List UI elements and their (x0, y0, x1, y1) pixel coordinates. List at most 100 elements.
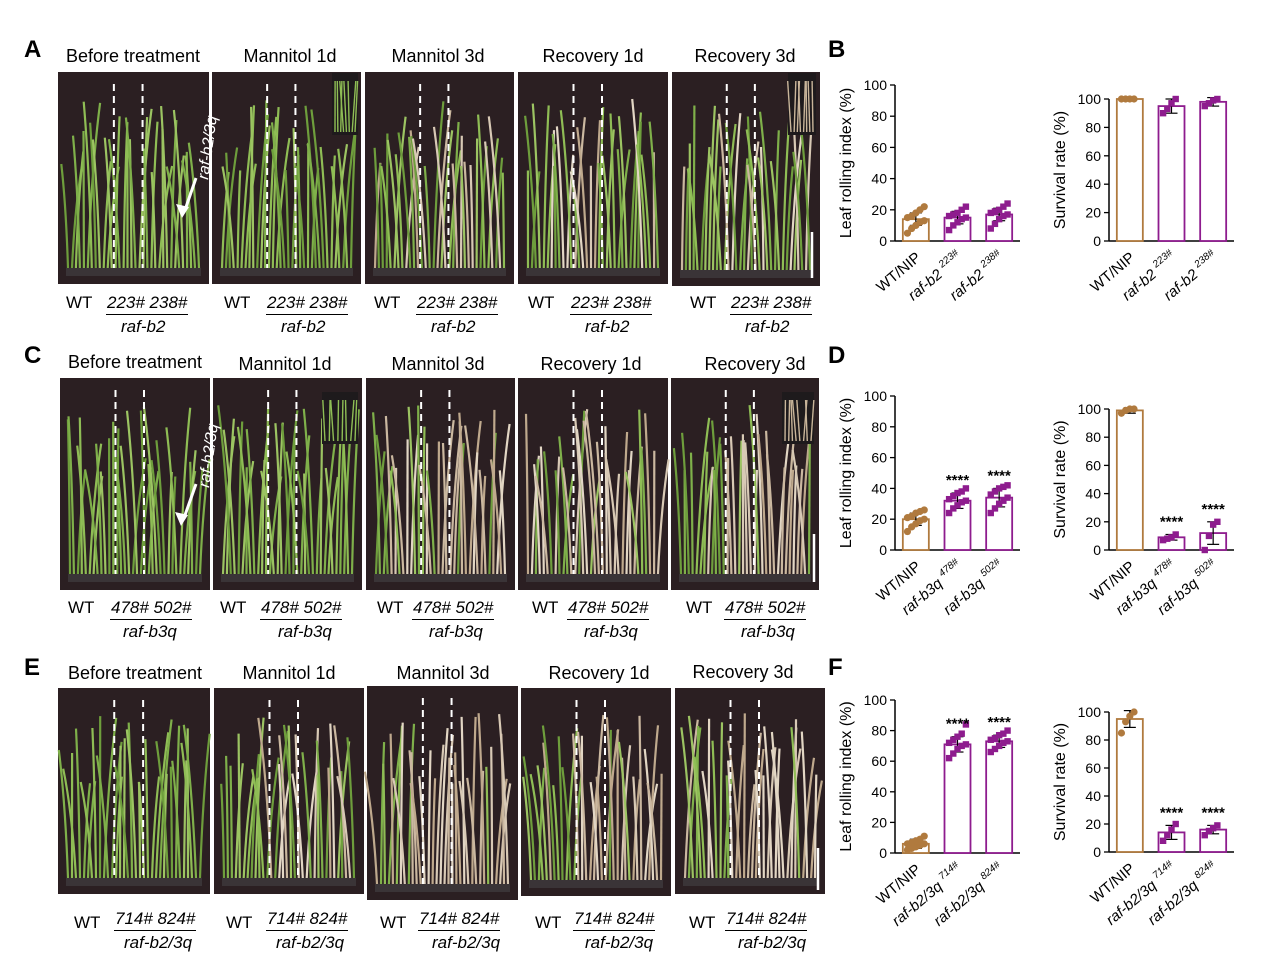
leaf (542, 742, 552, 881)
leaf (522, 756, 536, 881)
leaf (263, 100, 268, 269)
genotype-name: raf-b2/3q (276, 933, 345, 952)
y-tick-label: 40 (1085, 176, 1101, 192)
leaf (617, 741, 631, 881)
data-point (962, 485, 970, 492)
data-point (945, 495, 953, 503)
leaf (150, 459, 162, 575)
significance-label: **** (987, 714, 1011, 731)
inset-leaf (343, 80, 348, 133)
leaf (754, 769, 761, 879)
data-point (962, 721, 970, 728)
panel-label-d: D (828, 342, 846, 369)
title-e-recovery-3d: Recovery 3d (692, 662, 794, 682)
leaf (643, 748, 655, 881)
photo-a-recovery-1d (518, 72, 668, 284)
arrow-shaft (182, 483, 198, 519)
y-tick-label: 20 (871, 511, 887, 527)
leaf (160, 106, 169, 269)
data-point (1004, 200, 1011, 207)
leaf (397, 132, 412, 269)
data-point (1122, 718, 1130, 726)
photo-plants (524, 390, 670, 582)
category-superscript: 478# (1151, 556, 1175, 579)
data-point (950, 222, 957, 229)
leaf (624, 471, 640, 575)
leaf (472, 452, 479, 575)
leaf (439, 728, 449, 885)
leaf (155, 440, 166, 575)
leaf (616, 149, 624, 269)
leaf (589, 478, 601, 575)
genotype-annotation: raf-b2/3q (195, 115, 221, 181)
title-e-mannitol-3d: Mannitol 3d (396, 663, 490, 683)
inset-leaf (791, 399, 797, 442)
leaf (648, 121, 660, 269)
leaf (796, 468, 804, 575)
pot-tray (526, 574, 660, 582)
pot-tray (680, 270, 812, 278)
leaf (363, 771, 379, 885)
data-point (1004, 482, 1011, 489)
leaf (758, 111, 773, 271)
leaf (454, 752, 458, 885)
leaf (735, 744, 745, 879)
leaf (278, 735, 289, 879)
title-a-recovery-3d: Recovery 3d (694, 46, 796, 66)
y-tick-label: 80 (1085, 732, 1101, 748)
leaf (392, 777, 406, 885)
data-point (954, 219, 961, 226)
y-tick-label: 80 (871, 419, 887, 435)
title-e-mannitol-1d: Mannitol 1d (242, 663, 336, 683)
leaf (315, 740, 324, 879)
panel-label-f: F (828, 654, 843, 681)
inset-leaf (804, 399, 808, 442)
leaf (640, 154, 652, 269)
data-point (1159, 110, 1167, 117)
panel-label-b: B (828, 36, 846, 63)
leaf (107, 139, 121, 269)
leaf (116, 476, 127, 575)
y-axis-label: Survival rate (%) (1052, 111, 1069, 229)
leaf (142, 406, 158, 575)
data-point (1201, 832, 1208, 839)
leaf (529, 773, 544, 881)
leaf (559, 110, 573, 269)
wt-label: WT (532, 598, 559, 617)
y-tick-label: 20 (871, 202, 887, 218)
leaf (640, 447, 648, 575)
data-point (1214, 95, 1221, 103)
leaf (468, 420, 482, 575)
leaf (342, 128, 357, 269)
data-point (954, 489, 961, 497)
data-point (1205, 532, 1213, 540)
line-ids: 714# 824# (725, 909, 808, 931)
leaf (524, 413, 530, 575)
leaf (113, 765, 130, 879)
leaf (533, 464, 541, 575)
leaf (770, 731, 781, 879)
line-ids: 223# 238# (416, 293, 499, 315)
significance-label: **** (946, 472, 970, 489)
data-point (920, 506, 928, 514)
y-tick-label: 100 (1078, 704, 1102, 720)
wt-label: WT (224, 293, 251, 312)
title-a-mannitol-1d: Mannitol 1d (243, 46, 337, 66)
y-tick-label: 100 (864, 77, 888, 93)
data-point (987, 509, 994, 517)
leaf (644, 413, 652, 575)
y-tick-label: 100 (864, 388, 888, 404)
leaf (174, 725, 181, 879)
leaf (189, 461, 194, 575)
leaf (584, 410, 600, 575)
title-a-recovery-1d: Recovery 1d (542, 46, 644, 66)
bar (985, 740, 1014, 854)
y-tick-label: 20 (1085, 816, 1101, 832)
inset-leaf (329, 399, 335, 442)
leaf (765, 454, 776, 575)
inset-leaf (322, 399, 326, 442)
data-point (1130, 95, 1138, 103)
line-ids: 223# 238# (570, 293, 653, 315)
leaf (325, 757, 333, 879)
